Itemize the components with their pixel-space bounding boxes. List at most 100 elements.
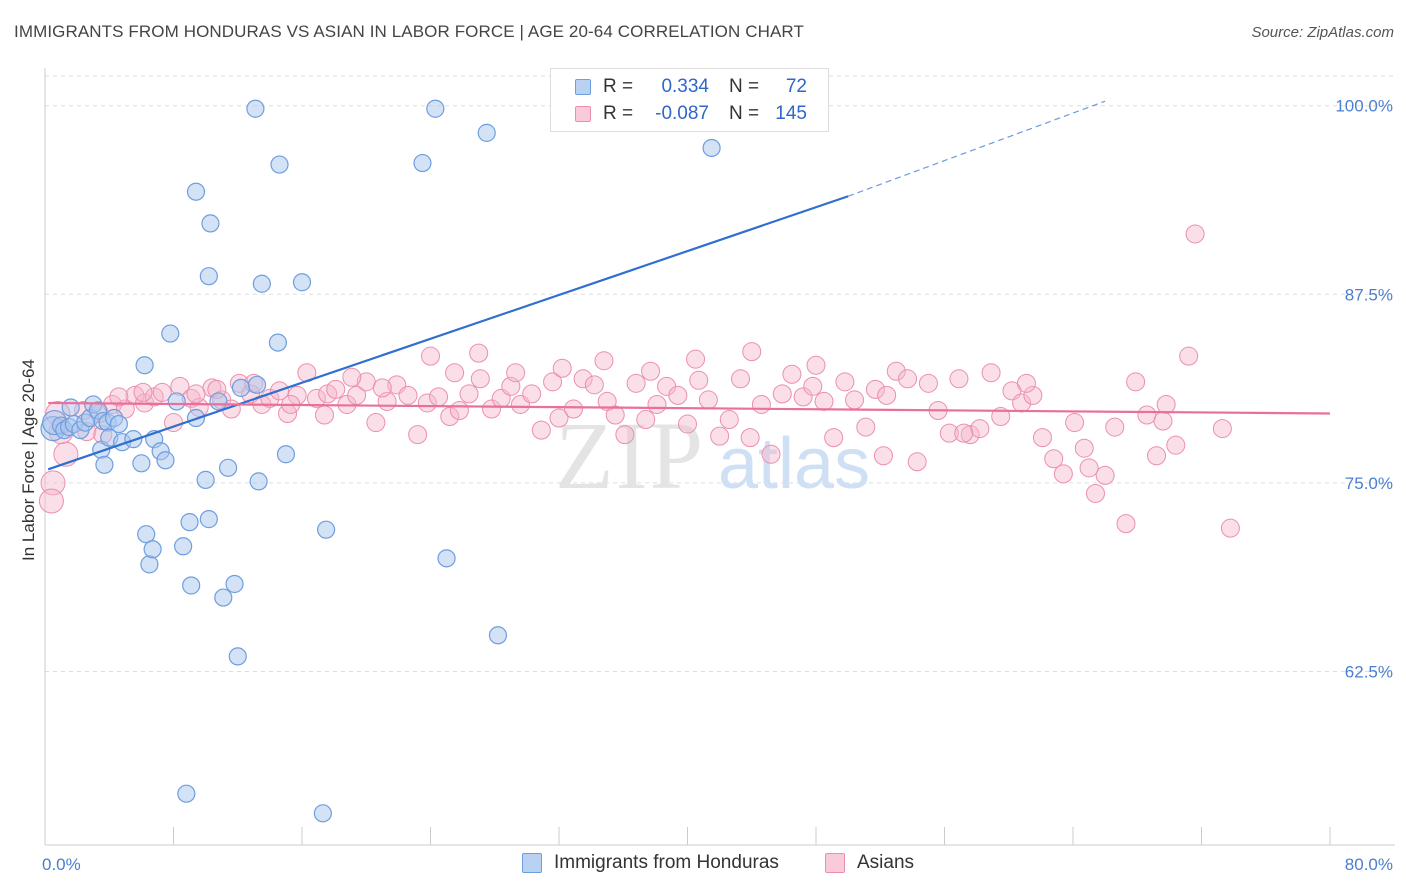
legend-n-label: N = xyxy=(729,103,760,124)
data-point-asians xyxy=(898,369,918,389)
watermark: ZIP atlas xyxy=(555,402,870,509)
pink-swatch-icon xyxy=(575,106,591,122)
data-point-asians xyxy=(421,346,440,366)
data-point-asians xyxy=(1065,413,1085,433)
data-point-asians xyxy=(366,413,386,433)
data-point-asians xyxy=(440,407,460,427)
data-point-asians xyxy=(686,349,706,369)
series-honduras-points xyxy=(40,99,729,823)
data-point-honduras xyxy=(270,155,289,174)
data-point-asians xyxy=(678,414,697,434)
data-point-asians xyxy=(710,426,730,446)
data-point-asians xyxy=(531,420,551,440)
data-point-honduras xyxy=(252,274,271,293)
data-point-honduras xyxy=(132,454,151,473)
data-point-asians xyxy=(260,388,280,408)
data-point-honduras xyxy=(209,392,228,411)
data-point-asians xyxy=(793,387,813,407)
data-point-asians xyxy=(806,355,826,375)
data-point-honduras xyxy=(231,378,251,397)
data-point-asians xyxy=(1053,464,1073,484)
data-point-asians xyxy=(918,373,938,393)
data-point-asians xyxy=(1095,465,1115,485)
data-point-asians xyxy=(991,407,1011,427)
data-point-honduras xyxy=(196,470,215,489)
data-point-asians xyxy=(719,410,739,430)
data-point-asians xyxy=(954,423,974,443)
data-point-honduras xyxy=(199,510,218,529)
data-point-asians xyxy=(597,391,617,411)
data-point-asians xyxy=(740,428,760,448)
legend-r-value: -0.087 xyxy=(655,103,709,124)
y-tick-label: 62.5% xyxy=(1345,662,1393,681)
legend-item-honduras[interactable]: Immigrants from Honduras xyxy=(522,852,779,874)
data-point-honduras xyxy=(246,99,265,118)
watermark-atlas: atlas xyxy=(718,424,870,504)
data-point-asians xyxy=(1185,224,1205,244)
data-point-honduras xyxy=(292,273,312,292)
data-point-honduras xyxy=(177,784,196,803)
data-point-asians xyxy=(782,364,802,384)
data-point-asians xyxy=(408,425,428,445)
x-tick-label: 80.0% xyxy=(1345,855,1393,874)
data-point-asians xyxy=(469,343,489,363)
data-point-asians xyxy=(845,390,865,410)
data-point-honduras xyxy=(437,549,456,568)
data-point-asians xyxy=(549,408,569,428)
legend-row-asians: R = -0.087 N = 145 xyxy=(575,101,807,127)
data-point-honduras xyxy=(109,414,128,434)
data-point-asians xyxy=(1179,346,1199,366)
data-point-honduras xyxy=(135,356,154,375)
legend-n-value: 145 xyxy=(775,103,807,124)
data-point-honduras xyxy=(426,99,445,118)
data-point-asians xyxy=(1074,438,1094,458)
data-point-honduras xyxy=(214,588,233,607)
data-point-asians xyxy=(814,391,834,411)
data-point-honduras xyxy=(137,525,156,544)
data-point-asians xyxy=(761,444,781,464)
data-point-honduras xyxy=(413,153,432,173)
data-point-asians xyxy=(636,410,656,430)
data-point-honduras xyxy=(488,626,508,645)
data-point-asians xyxy=(698,390,718,410)
data-point-asians xyxy=(398,385,418,405)
data-point-asians xyxy=(1212,419,1232,439)
data-point-asians xyxy=(470,369,490,389)
source-label: Source: ZipAtlas.com xyxy=(1251,24,1394,41)
data-point-honduras xyxy=(316,520,336,539)
data-point-asians xyxy=(1153,411,1173,431)
data-point-asians xyxy=(1023,385,1043,405)
data-point-asians xyxy=(803,376,823,396)
legend-n-label: N = xyxy=(729,76,760,97)
data-point-asians xyxy=(641,361,661,381)
data-point-asians xyxy=(417,393,437,413)
data-point-asians xyxy=(326,379,346,399)
data-point-honduras xyxy=(249,472,268,491)
data-point-asians xyxy=(824,428,844,448)
data-point-asians xyxy=(38,488,64,514)
data-point-asians xyxy=(1079,458,1099,478)
data-point-asians xyxy=(1116,514,1136,534)
data-point-honduras xyxy=(219,458,238,477)
data-point-honduras xyxy=(225,574,244,594)
data-point-asians xyxy=(856,417,876,437)
data-point-asians xyxy=(731,369,751,389)
legend-r-value: 0.334 xyxy=(661,76,709,97)
data-point-asians xyxy=(133,382,153,402)
legend-item-asians[interactable]: Asians xyxy=(825,852,914,874)
data-point-asians xyxy=(1126,372,1146,392)
data-point-honduras xyxy=(201,214,220,233)
data-point-asians xyxy=(1016,373,1036,393)
data-point-asians xyxy=(949,369,969,389)
data-point-asians xyxy=(647,394,667,414)
data-point-honduras xyxy=(247,375,267,394)
data-point-asians xyxy=(445,363,465,383)
data-point-asians xyxy=(668,385,688,405)
data-point-honduras xyxy=(186,182,206,201)
gridlines xyxy=(45,75,1395,672)
data-point-asians xyxy=(1156,394,1176,414)
data-point-asians xyxy=(1105,417,1125,437)
data-point-honduras xyxy=(182,576,201,595)
legend-r-label: R = xyxy=(603,103,634,124)
data-point-asians xyxy=(1137,405,1157,425)
